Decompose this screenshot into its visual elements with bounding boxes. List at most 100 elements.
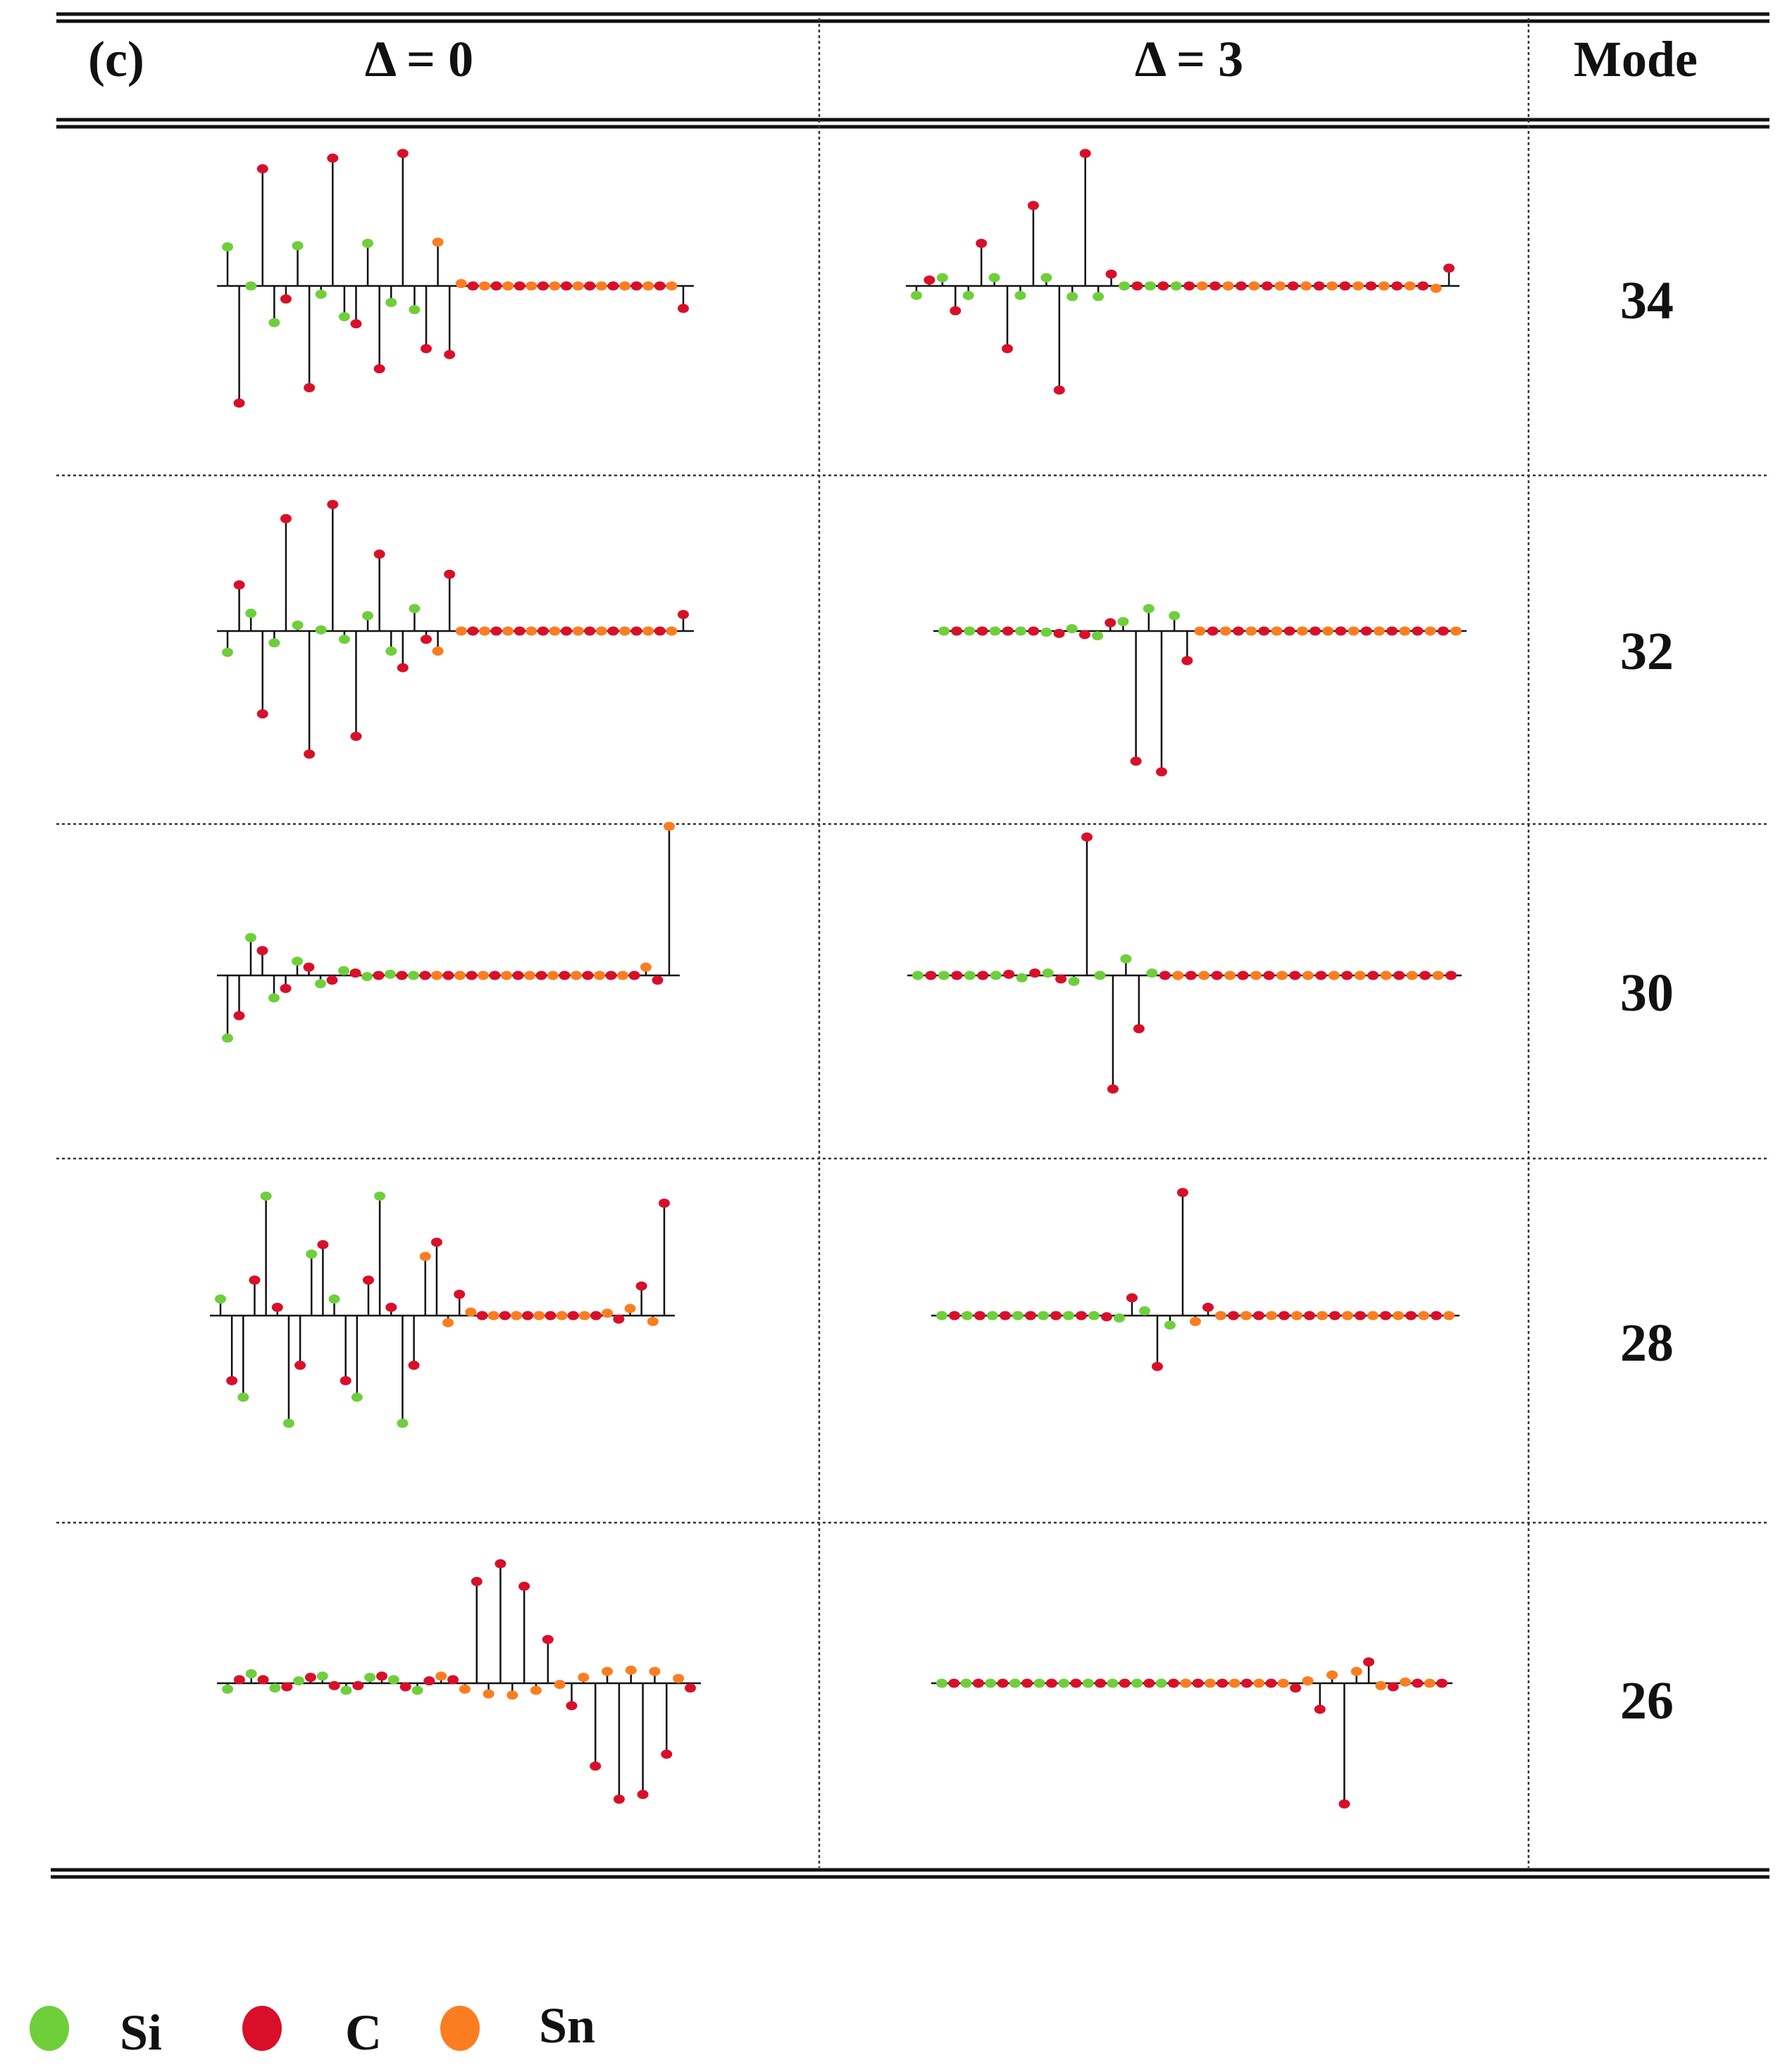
atom-marker-c xyxy=(997,1678,1009,1688)
atom-marker-si xyxy=(362,239,374,249)
atom-marker-c xyxy=(1177,1187,1188,1197)
atom-marker-si xyxy=(269,1683,281,1693)
atom-marker-c xyxy=(1105,269,1117,279)
atom-marker-sn xyxy=(619,626,631,636)
atom-marker-si xyxy=(222,1033,233,1043)
atom-marker-si xyxy=(411,1685,423,1695)
atom-marker-sn xyxy=(666,626,678,636)
atom-marker-si xyxy=(316,1671,328,1681)
atom-marker-si xyxy=(987,1311,998,1321)
atom-marker-c xyxy=(399,1682,411,1692)
atom-marker-si xyxy=(1063,1311,1074,1321)
atom-marker-sn xyxy=(419,1252,431,1261)
stem-plot-delta3-mode-26 xyxy=(931,1657,1452,1809)
atom-marker-c xyxy=(303,962,315,972)
atom-marker-si xyxy=(1033,1678,1045,1688)
atom-marker-c xyxy=(326,975,338,985)
atom-marker-si xyxy=(1170,281,1182,291)
atom-marker-c xyxy=(1253,1311,1264,1321)
column-header-delta0: Δ = 0 xyxy=(365,31,473,87)
atom-marker-si xyxy=(912,971,923,980)
atom-marker-c xyxy=(350,319,362,329)
atom-marker-sn xyxy=(624,1304,636,1313)
atom-marker-c xyxy=(566,1701,578,1711)
atom-marker-si xyxy=(1146,968,1158,978)
atom-marker-c xyxy=(1278,1311,1290,1321)
atom-marker-si xyxy=(338,966,349,975)
atom-marker-c xyxy=(605,971,617,980)
atom-marker-si xyxy=(1131,1678,1143,1688)
atom-marker-si xyxy=(338,312,350,322)
atom-marker-c xyxy=(630,281,642,291)
atom-marker-sn xyxy=(432,647,444,656)
atom-marker-c xyxy=(1159,971,1171,980)
atom-marker-c xyxy=(1045,1678,1057,1688)
atom-marker-sn xyxy=(1271,626,1283,636)
atom-marker-c xyxy=(1207,626,1219,636)
atom-marker-si xyxy=(1012,1311,1023,1321)
atom-marker-c xyxy=(1283,626,1295,636)
atom-marker-sn xyxy=(1266,1311,1277,1321)
atom-marker-si xyxy=(1155,1678,1167,1688)
atom-marker-c xyxy=(1079,149,1091,158)
atom-marker-si xyxy=(268,993,280,1003)
atom-marker-c xyxy=(1155,767,1167,777)
atom-marker-c xyxy=(280,513,292,523)
atom-marker-c xyxy=(1436,1678,1448,1688)
atom-marker-sn xyxy=(1350,1666,1362,1676)
atom-marker-c xyxy=(1101,1312,1112,1322)
atom-marker-c xyxy=(1157,281,1169,291)
atom-marker-c xyxy=(925,971,937,980)
atom-marker-sn xyxy=(1253,1678,1265,1688)
atom-marker-c xyxy=(1419,971,1431,980)
legend-swatch-sn xyxy=(440,2006,480,2051)
atom-marker-sn xyxy=(1219,626,1231,636)
atom-marker-c xyxy=(499,1311,511,1321)
atom-marker-si xyxy=(990,971,1002,980)
atom-marker-si xyxy=(351,1392,363,1402)
atom-marker-c xyxy=(545,1311,556,1321)
atom-marker-c xyxy=(256,946,268,956)
atom-marker-sn xyxy=(1302,971,1314,980)
atom-marker-si xyxy=(409,305,421,315)
atom-marker-c xyxy=(1335,626,1347,636)
atom-marker-c xyxy=(271,1302,283,1312)
atom-marker-si xyxy=(938,971,950,980)
atom-marker-c xyxy=(304,749,316,759)
atom-marker-si xyxy=(385,647,397,656)
atom-marker-c xyxy=(1393,971,1405,980)
atom-marker-c xyxy=(1209,281,1221,291)
atom-marker-c xyxy=(233,398,245,408)
atom-marker-sn xyxy=(1276,971,1288,980)
atom-marker-c xyxy=(1202,1302,1214,1312)
atom-marker-si xyxy=(960,1678,972,1688)
atom-marker-c xyxy=(1314,1704,1326,1714)
atom-marker-c xyxy=(582,971,594,980)
column-header-delta3: Δ = 3 xyxy=(1135,31,1243,87)
atom-marker-c xyxy=(1391,281,1403,291)
atom-marker-sn xyxy=(435,1671,447,1681)
atom-marker-c xyxy=(1443,263,1455,273)
stem-plot-delta0-mode-28 xyxy=(210,1191,675,1428)
atom-marker-si xyxy=(293,1676,305,1686)
atom-marker-c xyxy=(512,971,524,980)
atom-marker-c xyxy=(1412,626,1424,636)
atom-marker-sn xyxy=(1378,281,1390,291)
atom-marker-c xyxy=(1263,971,1275,980)
atom-marker-c xyxy=(1217,1678,1228,1688)
atom-marker-si xyxy=(362,611,374,620)
atom-marker-si xyxy=(938,626,950,636)
atom-marker-sn xyxy=(487,1311,499,1321)
atom-marker-c xyxy=(1107,1084,1119,1094)
atom-marker-sn xyxy=(1172,971,1184,980)
atom-marker-si xyxy=(1042,968,1054,978)
atom-marker-sn xyxy=(1228,1678,1240,1688)
atom-marker-c xyxy=(518,1581,530,1591)
atom-marker-si xyxy=(1058,1678,1070,1688)
atom-marker-c xyxy=(652,975,664,985)
atom-marker-c xyxy=(1105,618,1116,628)
stem-plot-delta3-mode-32 xyxy=(933,604,1467,777)
atom-marker-si xyxy=(1120,954,1132,963)
atom-marker-c xyxy=(559,971,571,980)
atom-marker-si xyxy=(1014,290,1026,300)
